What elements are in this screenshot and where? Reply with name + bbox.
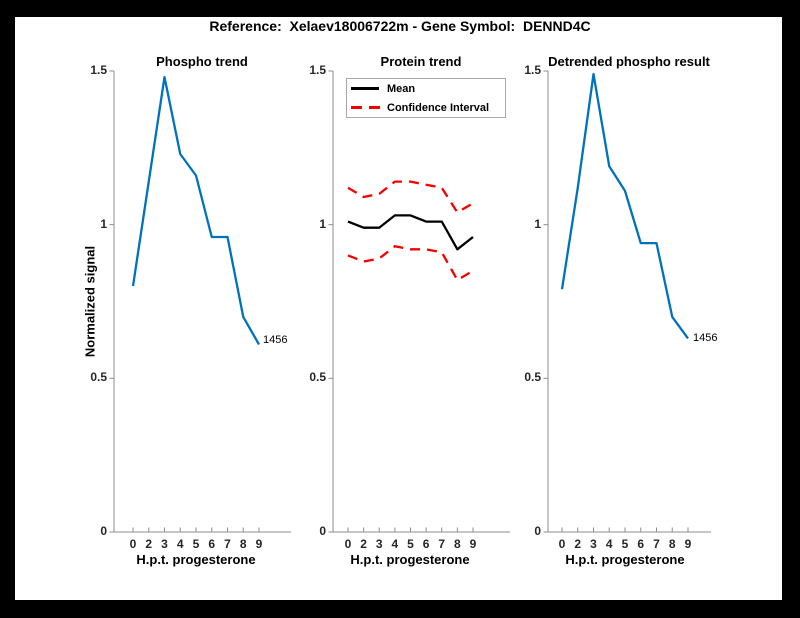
x-tick-label: 5 [192, 537, 200, 551]
plot2-title: Protein trend [380, 54, 462, 69]
ci-line-swatch [351, 106, 381, 109]
x-tick-label: 6 [208, 537, 216, 551]
x-tick-label: 0 [129, 537, 137, 551]
x-tick-label: 7 [653, 537, 660, 551]
plot3-x-axis-label: H.p.t. progesterone [565, 552, 685, 567]
y-tick-label: 1.5 [524, 63, 541, 77]
x-tick-label: 3 [590, 537, 597, 551]
x-tick-label: 3 [375, 537, 383, 551]
confidence-interval-line [347, 180, 474, 214]
x-tick-label: 7 [438, 537, 446, 551]
x-tick-label: 8 [239, 537, 247, 551]
x-tick-label: 7 [224, 537, 231, 551]
x-tick-label: 0 [344, 537, 352, 551]
mean-line [347, 214, 474, 251]
plot3-title: Detrended phospho result [548, 54, 710, 69]
plot3-end-annotation: 1456 [693, 332, 718, 344]
x-tick-label: 5 [621, 537, 629, 551]
x-tick-label: 4 [391, 537, 399, 551]
y-tick-label: 1.5 [90, 63, 107, 77]
x-tick-label: 2 [574, 537, 582, 551]
confidence-interval-line [347, 245, 474, 282]
x-tick-label: 4 [605, 537, 613, 551]
y-tick-label: 1 [534, 216, 541, 231]
y-tick-label: 0.5 [524, 370, 541, 385]
x-tick-label: 8 [454, 537, 461, 551]
x-tick-label: 9 [684, 537, 692, 551]
x-tick-label: 6 [637, 537, 645, 551]
plot1-title: Phospho trend [156, 54, 248, 69]
legend-box: Mean Confidence Interval [346, 78, 506, 118]
x-tick-label: 5 [407, 537, 414, 551]
y-tick-label: 1 [319, 216, 326, 231]
x-tick-label: 4 [176, 537, 184, 551]
legend-label-ci: Confidence Interval [387, 101, 490, 114]
y-tick-label: 1.5 [309, 63, 326, 77]
y-tick-label: 0 [100, 524, 107, 538]
x-tick-label: 8 [668, 537, 676, 551]
mean-line-swatch [351, 87, 381, 90]
plot2-x-axis-label: H.p.t. progesterone [350, 552, 470, 567]
x-tick-label: 6 [422, 537, 430, 551]
x-tick-label: 2 [360, 537, 367, 551]
y-tick-label: 1 [100, 216, 107, 231]
x-tick-label: 9 [255, 537, 263, 551]
legend-label-mean: Mean [387, 82, 416, 95]
plot1-end-annotation: 1456 [263, 334, 288, 346]
y-tick-label: 0.5 [90, 370, 107, 385]
y-tick-label: 0 [534, 524, 541, 538]
x-tick-label: 0 [558, 537, 566, 551]
phospho-signal-line [131, 75, 260, 346]
legend-row-ci: Confidence Interval [347, 98, 505, 117]
x-tick-label: 2 [145, 537, 153, 551]
plot1-x-axis-label: H.p.t. progesterone [136, 552, 256, 567]
detrended-phospho-signal-line [560, 72, 689, 340]
x-tick-label: 9 [469, 537, 477, 551]
x-tick-label: 3 [161, 537, 168, 551]
legend-row-mean: Mean [347, 79, 505, 98]
figure-title: Reference: Xelaev18006722m - Gene Symbol… [209, 18, 591, 34]
y-tick-label: 0.5 [309, 370, 326, 385]
y-tick-label: 0 [319, 524, 326, 538]
